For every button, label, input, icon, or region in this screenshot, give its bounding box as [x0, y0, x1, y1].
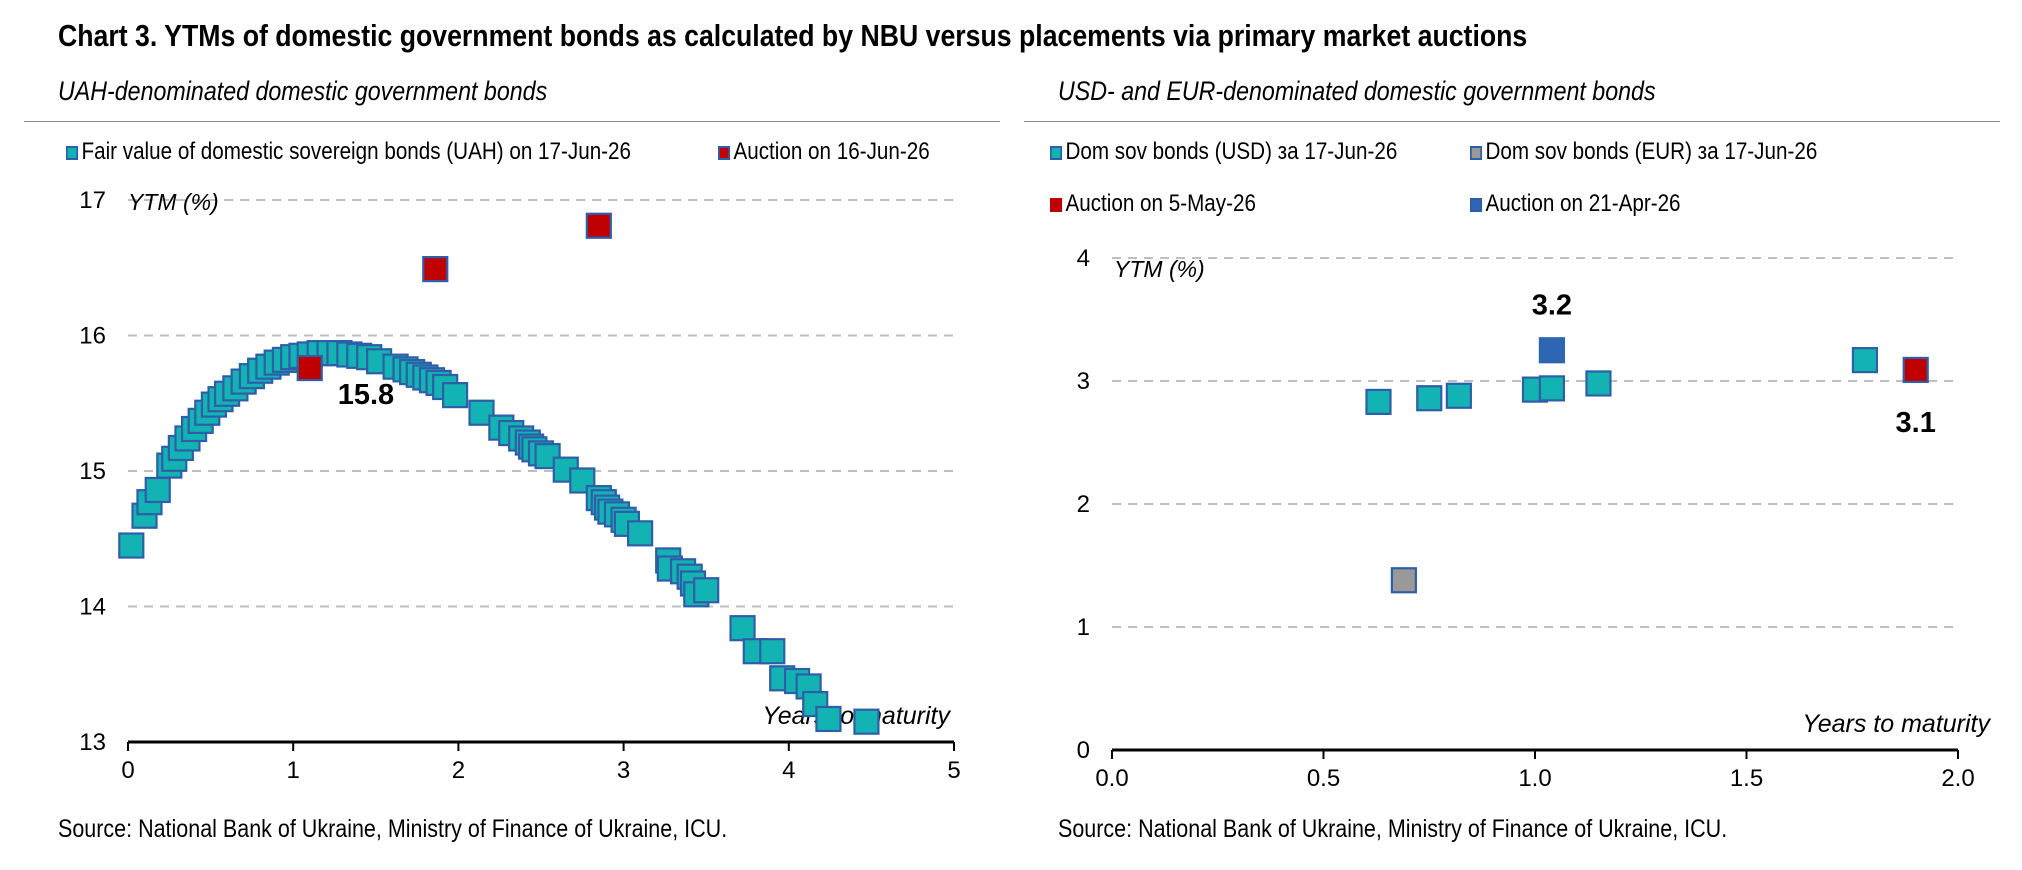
legend-swatch — [1050, 146, 1063, 160]
x-tick-label: 4 — [782, 757, 795, 784]
bond-marker — [1851, 346, 1879, 374]
bond-marker — [468, 399, 495, 426]
right-legend-item-usd: Dom sov bonds (USD) за 17-Jun-26 — [1050, 138, 1397, 166]
x-axis-title: Years to maturity — [1802, 710, 1991, 738]
y-tick-label: 15 — [79, 458, 106, 485]
legend-label: Fair value of domestic sovereign bonds (… — [81, 138, 632, 165]
bond-marker — [815, 705, 842, 733]
right-legend-item-auction-may: Auction on 5-May-26 — [1050, 190, 1256, 218]
right-legend-item-auction-apr: Auction on 21-Apr-26 — [1470, 190, 1681, 218]
y-tick-label: 16 — [79, 323, 106, 350]
y-tick-label: 17 — [79, 187, 106, 214]
right-panel-divider — [1024, 121, 2000, 122]
legend-label: Auction on 5-May-26 — [1065, 190, 1256, 217]
right-legend-item-eur: Dom sov bonds (EUR) за 17-Jun-26 — [1470, 138, 1817, 166]
x-tick-label: 2.0 — [1941, 765, 1974, 792]
bond-marker — [693, 577, 720, 604]
legend-swatch — [1470, 146, 1483, 160]
x-tick-label: 1.0 — [1518, 765, 1551, 792]
y-tick-label: 4 — [1077, 245, 1090, 272]
y-tick-label: 14 — [79, 594, 106, 621]
data-label: 3.2 — [1532, 289, 1572, 321]
data-label: 15.8 — [338, 379, 394, 411]
x-tick-label: 1 — [287, 757, 300, 784]
bond-marker — [729, 615, 756, 642]
y-axis-title: YTM (%) — [128, 189, 219, 215]
bond-marker — [1416, 385, 1443, 412]
bond-marker — [759, 638, 786, 665]
y-tick-label: 1 — [1077, 614, 1090, 641]
left-legend-item-fair-value: Fair value of domestic sovereign bonds (… — [66, 138, 631, 166]
y-tick-label: 3 — [1077, 368, 1090, 395]
y-tick-label: 2 — [1077, 491, 1090, 518]
bond-marker — [627, 520, 654, 547]
x-tick-label: 2 — [452, 757, 465, 784]
left-legend-item-auction: Auction on 16-Jun-26 — [718, 138, 930, 166]
x-tick-label: 5 — [947, 757, 960, 784]
bond-marker — [1538, 375, 1566, 402]
legend-label: Dom sov bonds (EUR) за 17-Jun-26 — [1485, 138, 1818, 165]
bond-marker — [1585, 370, 1612, 397]
legend-swatch — [718, 146, 731, 160]
legend-label: Auction on 21-Apr-26 — [1485, 190, 1681, 217]
x-tick-label: 0.0 — [1095, 765, 1128, 792]
bond-marker — [118, 532, 145, 559]
left-panel-divider — [24, 121, 1000, 122]
bond-marker — [144, 476, 171, 504]
chart-title: Chart 3. YTMs of domestic government bon… — [58, 18, 1528, 53]
y-axis-title: YTM (%) — [1114, 256, 1205, 282]
y-tick-label: 13 — [79, 729, 106, 756]
bond-marker — [441, 382, 469, 409]
right-plot-area: 0 1 2 3 4 0.0 0.5 1.0 1.5 2.0 YTM (%) Years to matu… — [1077, 245, 1992, 792]
legend-swatch — [66, 146, 79, 160]
auction-marker — [1902, 356, 1929, 384]
bond-marker — [853, 708, 880, 735]
legend-label: Auction on 16-Jun-26 — [733, 138, 930, 165]
auction-marker — [296, 354, 323, 382]
bond-marker — [1365, 388, 1392, 416]
legend-swatch — [1050, 198, 1063, 212]
auction-marker — [1538, 337, 1566, 364]
bond-marker — [1390, 567, 1417, 594]
x-tick-label: 3 — [617, 757, 630, 784]
legend-label: Dom sov bonds (USD) за 17-Jun-26 — [1065, 138, 1398, 165]
left-panel-title: UAH-denominated domestic government bond… — [58, 76, 548, 106]
bond-marker — [1445, 382, 1472, 409]
right-panel-title: USD- and EUR-denominated domestic govern… — [1058, 76, 1656, 106]
legend-swatch — [1470, 198, 1483, 212]
data-label: 3.1 — [1896, 407, 1936, 439]
bond-marker — [569, 467, 596, 494]
y-tick-label: 0 — [1077, 737, 1090, 764]
x-tick-label: 0 — [121, 757, 134, 784]
left-source-note: Source: National Bank of Ukraine, Minist… — [58, 815, 728, 843]
right-source-note: Source: National Bank of Ukraine, Minist… — [1058, 815, 1728, 843]
x-tick-label: 1.5 — [1730, 765, 1763, 792]
bond-marker — [534, 442, 561, 470]
auction-marker — [422, 256, 449, 283]
x-tick-label: 0.5 — [1307, 765, 1340, 792]
auction-marker — [585, 212, 612, 239]
